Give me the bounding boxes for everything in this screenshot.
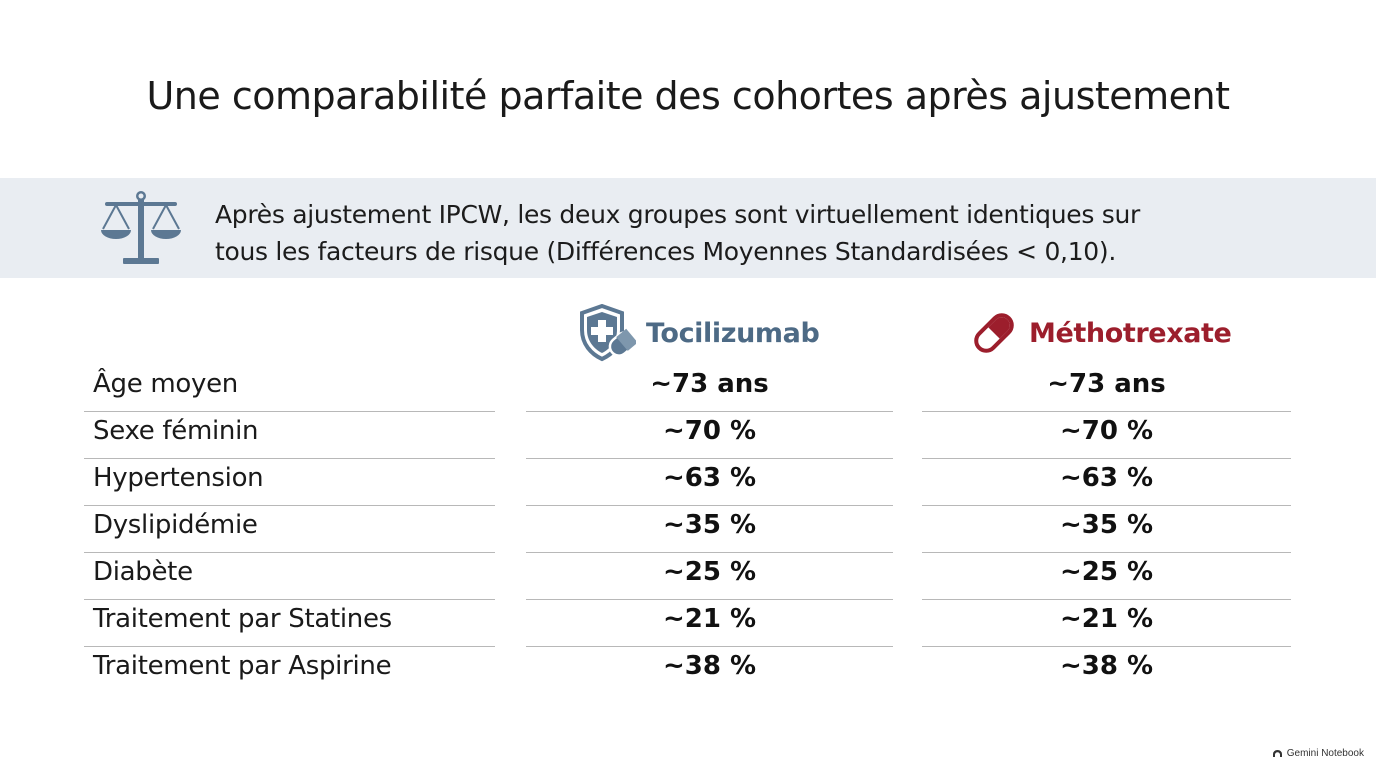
row-label: Hypertension (93, 463, 264, 493)
summary-line-1: Après ajustement IPCW, les deux groupes … (215, 200, 1140, 229)
row-divider (526, 598, 893, 600)
table-row: Traitement par Statines ~21 % ~21 % (0, 600, 1376, 647)
row-divider (922, 457, 1291, 459)
tocilizumab-label: Tocilizumab (646, 317, 820, 349)
tocilizumab-value: ~35 % (662, 510, 757, 540)
tocilizumab-value: ~38 % (662, 651, 757, 681)
row-divider (526, 457, 893, 459)
methotrexate-value: ~70 % (1059, 416, 1154, 446)
tocilizumab-value: ~73 ans (650, 369, 769, 399)
row-divider (526, 645, 893, 647)
row-divider (922, 645, 1291, 647)
balance-scale-icon (101, 191, 181, 264)
row-label: Dyslipidémie (93, 510, 258, 540)
methotrexate-value: ~21 % (1059, 604, 1154, 634)
footer-branding: Gemini Notebook (1272, 748, 1364, 759)
row-divider (84, 410, 495, 412)
methotrexate-value: ~25 % (1059, 557, 1154, 587)
summary-line-2: tous les facteurs de risque (Différences… (215, 237, 1117, 266)
table-row: Diabète ~25 % ~25 % (0, 553, 1376, 600)
row-divider (922, 410, 1291, 412)
row-label: Âge moyen (93, 369, 238, 399)
row-divider (526, 504, 893, 506)
row-divider (922, 551, 1291, 553)
tocilizumab-value: ~21 % (662, 604, 757, 634)
row-divider (526, 410, 893, 412)
tocilizumab-value: ~25 % (662, 557, 757, 587)
column-header-tocilizumab: Tocilizumab (576, 304, 820, 362)
row-divider (84, 504, 495, 506)
table-row: Sexe féminin ~70 % ~70 % (0, 412, 1376, 459)
row-label: Sexe féminin (93, 416, 259, 446)
row-divider (922, 504, 1291, 506)
table-row: Hypertension ~63 % ~63 % (0, 459, 1376, 506)
row-divider (84, 457, 495, 459)
row-label: Traitement par Statines (93, 604, 392, 634)
row-divider (84, 598, 495, 600)
methotrexate-label: Méthotrexate (1029, 317, 1232, 349)
tocilizumab-value: ~70 % (662, 416, 757, 446)
row-divider (526, 551, 893, 553)
table-row: Âge moyen ~73 ans ~73 ans (0, 365, 1376, 412)
page-title: Une comparabilité parfaite des cohortes … (146, 74, 1230, 118)
row-label: Diabète (93, 557, 193, 587)
footer-label: Gemini Notebook (1286, 748, 1364, 759)
row-divider (84, 645, 495, 647)
notebook-logo-icon (1272, 750, 1282, 757)
summary-banner: Après ajustement IPCW, les deux groupes … (0, 178, 1376, 278)
capsule-icon (974, 313, 1014, 353)
row-divider (922, 598, 1291, 600)
row-label: Traitement par Aspirine (93, 651, 392, 681)
methotrexate-value: ~63 % (1059, 463, 1154, 493)
table-row: Traitement par Aspirine ~38 % ~38 % (0, 647, 1376, 694)
shield-pill-icon (580, 304, 636, 362)
methotrexate-value: ~73 ans (1047, 369, 1166, 399)
tocilizumab-value: ~63 % (662, 463, 757, 493)
summary-text: Après ajustement IPCW, les deux groupes … (215, 196, 1325, 270)
row-divider (84, 551, 495, 553)
table-row: Dyslipidémie ~35 % ~35 % (0, 506, 1376, 553)
methotrexate-value: ~38 % (1059, 651, 1154, 681)
column-header-methotrexate: Méthotrexate (969, 304, 1232, 362)
methotrexate-value: ~35 % (1059, 510, 1154, 540)
